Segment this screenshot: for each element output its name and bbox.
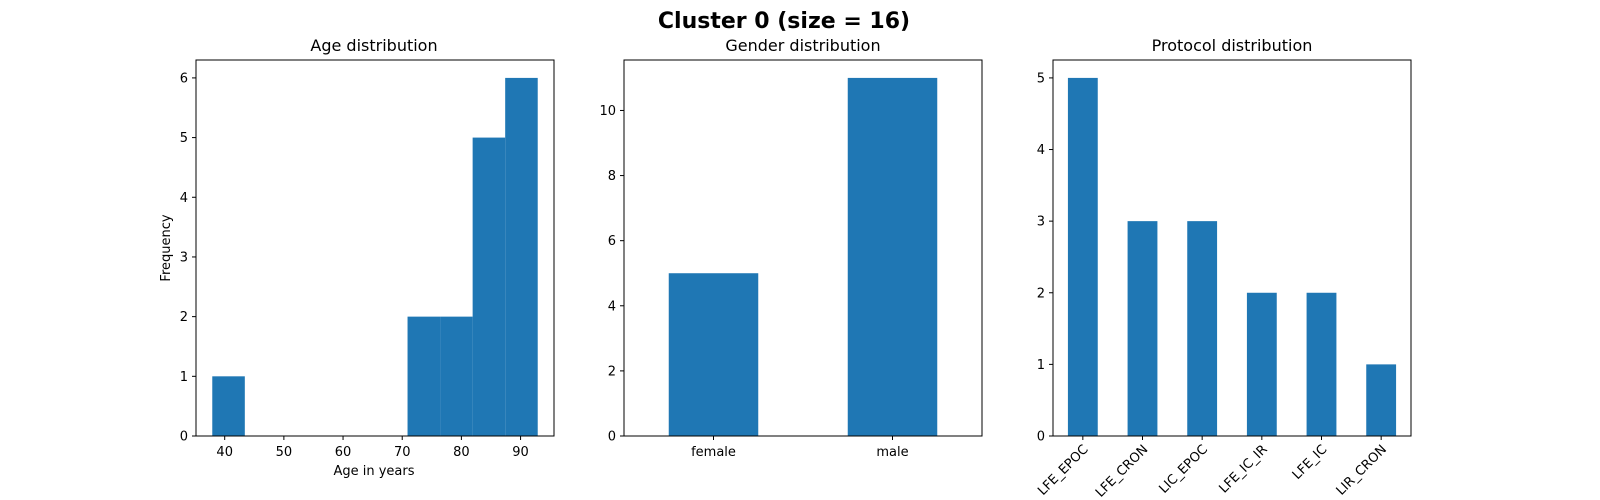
protocol-bar-lfe-cron	[1127, 221, 1158, 436]
age-y-tick-label: 4	[180, 191, 188, 206]
gender-y-tick-label: 6	[608, 234, 616, 249]
protocol-bar-lfe-ic-ir	[1246, 292, 1277, 436]
figure-suptitle: Cluster 0 (size = 16)	[658, 9, 910, 34]
age-x-tick-label: 70	[394, 445, 411, 460]
protocol-panel-title: Protocol distribution	[1152, 36, 1313, 55]
age-distribution-panel: Age distribution Age in years Frequency …	[159, 36, 555, 479]
protocol-y-tick-label: 3	[1037, 215, 1045, 230]
age-y-tick-label: 0	[180, 430, 188, 445]
gender-x-tick-label: male	[876, 445, 908, 460]
protocol-y-tick-label: 0	[1037, 430, 1045, 445]
age-x-axis-label: Age in years	[333, 464, 414, 479]
age-histogram-bar-8	[472, 137, 506, 437]
age-panel-title: Age distribution	[310, 36, 437, 55]
age-x-tick-label: 60	[335, 445, 352, 460]
gender-y-tick-label: 4	[608, 299, 616, 314]
gender-bar-female	[668, 273, 759, 436]
age-axes-frame	[195, 59, 555, 437]
protocol-x-tick-label: LIC_EPOC	[1157, 442, 1211, 496]
gender-y-tick-label: 2	[608, 364, 616, 379]
protocol-y-tick-label: 2	[1037, 286, 1045, 301]
gender-y-tick-label: 10	[599, 104, 616, 119]
protocol-bar-lfe-epoc	[1067, 77, 1098, 437]
age-y-axis-label: Frequency	[159, 214, 174, 281]
gender-panel-title: Gender distribution	[725, 36, 880, 55]
age-y-tick-label: 2	[180, 310, 188, 325]
age-histogram-bar-9	[505, 77, 538, 437]
gender-y-tick-label: 8	[608, 169, 616, 184]
protocol-y-tick-label: 1	[1037, 358, 1045, 373]
gender-y-tick-label: 0	[608, 430, 616, 445]
age-y-tick-label: 1	[180, 370, 188, 385]
gender-x-tick-label: female	[691, 445, 736, 460]
age-histogram-bar-0	[212, 376, 245, 436]
gender-axes-frame	[623, 59, 983, 437]
age-x-tick-label: 40	[216, 445, 233, 460]
age-y-tick-label: 3	[180, 250, 188, 265]
protocol-bar-lir-cron	[1366, 364, 1397, 436]
age-x-tick-label: 50	[276, 445, 293, 460]
protocol-x-tick-label: LFE_CRON	[1093, 442, 1151, 500]
protocol-x-tick-label: LIR_CRON	[1334, 442, 1390, 498]
protocol-bar-lfe-ic	[1306, 292, 1337, 436]
age-histogram-bar-7	[440, 316, 473, 436]
protocol-x-tick-label: LFE_IC	[1290, 442, 1331, 483]
protocol-axes-frame	[1052, 59, 1412, 437]
protocol-bar-lic-epoc	[1187, 221, 1218, 436]
gender-bar-male	[847, 77, 938, 437]
age-y-tick-label: 6	[180, 71, 188, 86]
protocol-y-tick-label: 4	[1037, 143, 1045, 158]
age-x-tick-label: 80	[453, 445, 470, 460]
age-y-tick-label: 5	[180, 131, 188, 146]
gender-distribution-panel: Gender distribution 0 2 4 6 8 10 female male	[599, 36, 983, 460]
age-histogram-bar-6	[407, 316, 441, 436]
protocol-x-tick-label: LFE_EPOC	[1035, 442, 1091, 498]
age-x-tick-label: 90	[512, 445, 529, 460]
protocol-y-tick-label: 5	[1037, 71, 1045, 86]
protocol-x-tick-label: LFE_IC_IR	[1216, 442, 1270, 496]
